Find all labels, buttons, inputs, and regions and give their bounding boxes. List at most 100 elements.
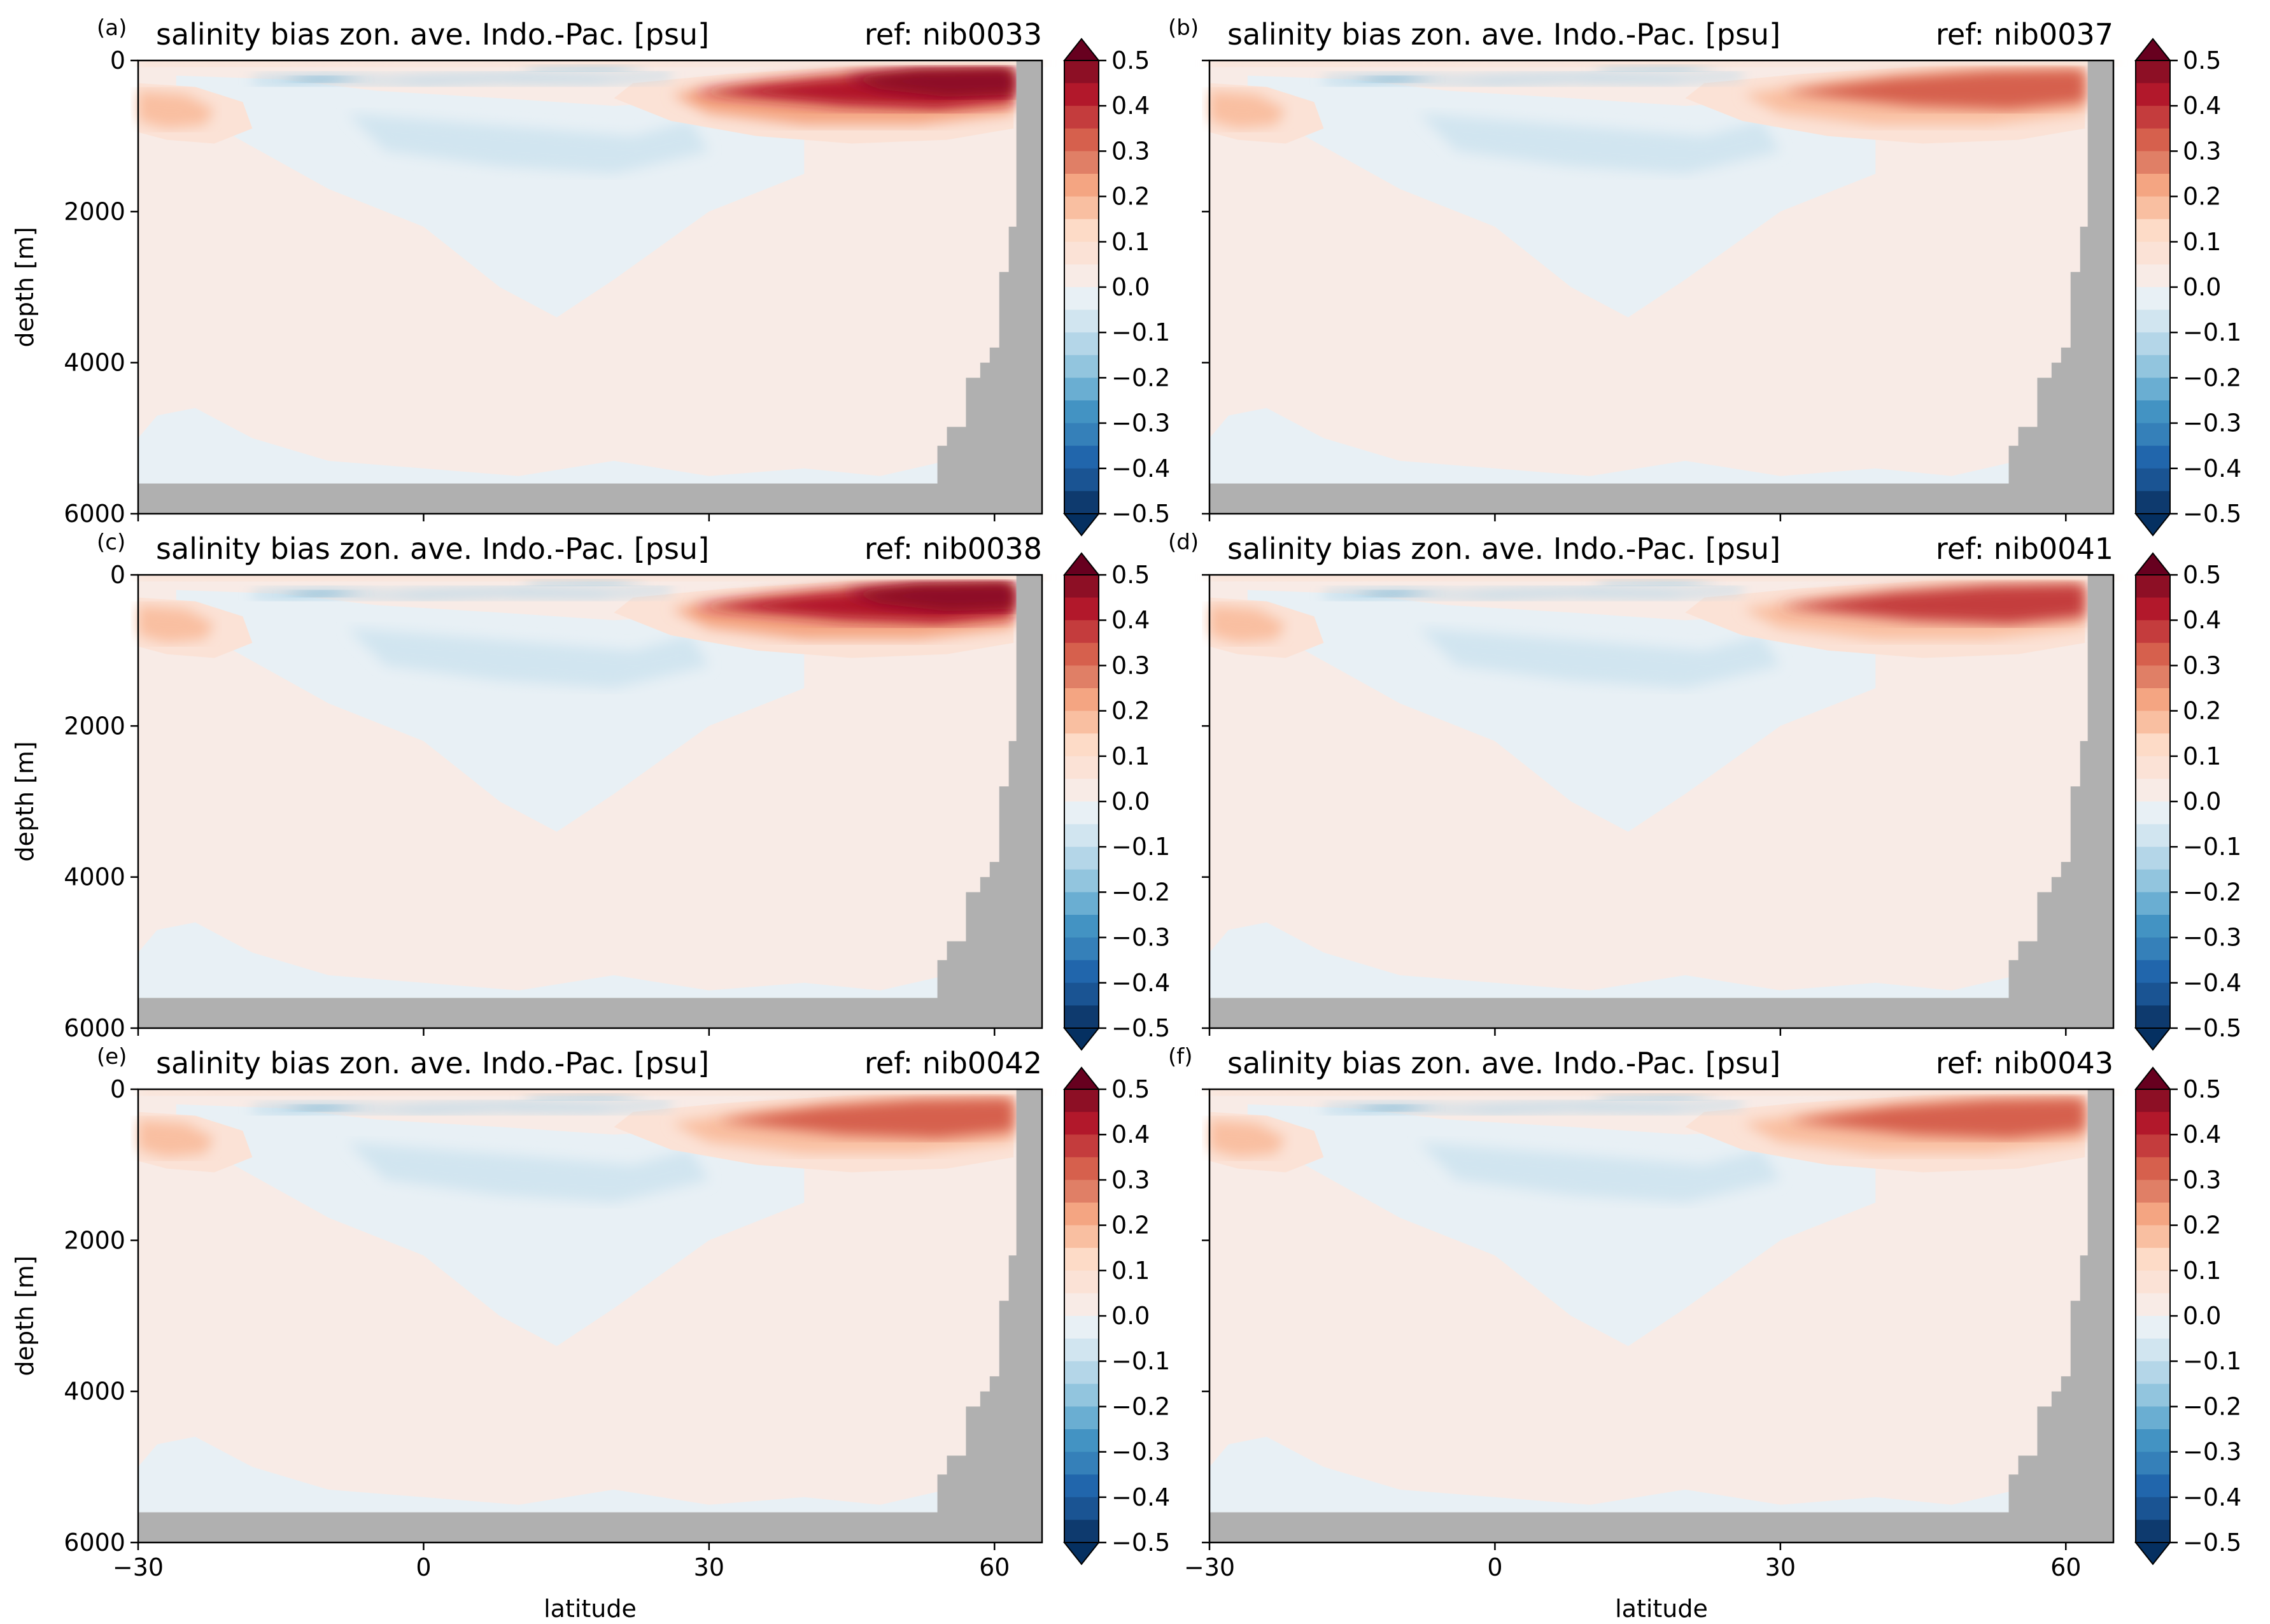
colorbar-tick-label: 0.2 [2183, 1211, 2221, 1239]
colorbar-segment [2136, 1005, 2170, 1029]
colorbar-tick-label: 0.5 [1111, 46, 1150, 74]
colorbar-segment [2136, 620, 2170, 644]
colorbar-segment [1064, 688, 1099, 712]
land-mask [138, 1089, 1042, 1543]
colorbar-segment [1064, 1406, 1099, 1430]
colorbar-tick-label: 0.1 [2183, 1257, 2221, 1285]
colorbar-segment [1064, 1005, 1099, 1029]
negative-core [1418, 113, 1780, 174]
x-axis-label-left: latitude [544, 1595, 637, 1623]
equatorial-surface-negative [1590, 1094, 1724, 1100]
colorbar-segment [1064, 1520, 1099, 1543]
colorbar-segment [2136, 1406, 2170, 1430]
colorbar-segment [1064, 1134, 1099, 1158]
colorbar-extend-max [1062, 1066, 1101, 1090]
colorbar-segment [1064, 468, 1099, 491]
deep-negative-patch [1209, 407, 2019, 484]
colorbar-segment [1064, 355, 1099, 378]
colorbar-segment [2136, 1497, 2170, 1520]
salinity-field [138, 575, 1042, 998]
colorbar-tick-label: −0.2 [2183, 1392, 2241, 1420]
colorbar-tick-label: 0.4 [2183, 1120, 2221, 1148]
colorbar-segment [2136, 378, 2170, 401]
colorbar-segment [1064, 1203, 1099, 1226]
colorbar-tick-label: 0.3 [1111, 651, 1150, 679]
panel-ref: ref: nib0042 [864, 1046, 1042, 1080]
colorbar-segment [2136, 264, 2170, 288]
surface-negative-band [252, 73, 672, 86]
x-tick-label: −30 [113, 1553, 164, 1581]
colorbar-segment [2136, 779, 2170, 802]
colorbar-segment [1064, 128, 1099, 152]
y-tick-label: 0 [110, 561, 125, 589]
colorbar-segment [2136, 1316, 2170, 1339]
surface-negative-core [1352, 1105, 1438, 1112]
colorbar-segment [1064, 241, 1099, 265]
colorbar-segment [2136, 491, 2170, 514]
colorbar-segment [2136, 642, 2170, 666]
colorbar-segment [2136, 665, 2170, 689]
x-tick-label: 60 [979, 1553, 1010, 1581]
deep-negative-patch [138, 407, 947, 484]
colorbar-tick-label: −0.1 [2183, 833, 2241, 861]
equatorial-surface-negative [518, 1094, 652, 1100]
colorbar-extend-min [2134, 1027, 2172, 1051]
colorbar-segment [2136, 1089, 2170, 1113]
colorbar-segment [2136, 219, 2170, 243]
y-axis-label: depth [m] [11, 1255, 39, 1376]
colorbar-segment [1064, 710, 1099, 734]
colorbar-segment [1064, 174, 1099, 197]
colorbar-extend-max [2134, 552, 2172, 575]
colorbar-segment [2136, 1474, 2170, 1498]
colorbar-segment [1064, 1383, 1099, 1407]
colorbar-segment [1064, 1361, 1099, 1385]
colorbar-segment [2136, 309, 2170, 333]
colorbar-tick-label: −0.5 [1111, 500, 1170, 528]
colorbar-segment [2136, 982, 2170, 1006]
panel-6: −30 0 30 60 (f) salinity bias zon. ave. Indo.… [1168, 1044, 2241, 1581]
colorbar-extend-max [1062, 38, 1101, 61]
land-mask [138, 575, 1042, 1028]
colorbar: 0.5 0.4 0.3 0.2 0.1 0.0 −0.1 −0.2 −0.3 −0.4 −0.5 [1062, 1066, 1170, 1565]
colorbar-segment [1064, 1316, 1099, 1339]
panel-letter: (b) [1168, 15, 1199, 41]
colorbar-segment [2136, 756, 2170, 779]
salinity-field [1209, 1089, 2113, 1513]
y-tick-label: 0 [110, 1075, 125, 1103]
equatorial-surface-negative [1590, 65, 1724, 71]
surface-negative-core [281, 1105, 367, 1112]
surface-negative-core [281, 76, 367, 83]
colorbar: 0.5 0.4 0.3 0.2 0.1 0.0 −0.1 −0.2 −0.3 −0.4 −0.5 [1062, 38, 1170, 537]
colorbar-segment [2136, 1180, 2170, 1203]
colorbar-segment [1064, 400, 1099, 424]
surface-negative-band [1323, 587, 1743, 600]
panel-ref: ref: nib0043 [1936, 1046, 2113, 1080]
colorbar-tick-label: 0.2 [2183, 697, 2221, 725]
panel-title: salinity bias zon. ave. Indo.-Pac. [psu] [1227, 17, 1780, 52]
colorbar-segment [2136, 287, 2170, 311]
surface-negative-core [1352, 76, 1438, 83]
colorbar-tick-label: 0.3 [2183, 137, 2221, 165]
x-tick-label: 0 [1487, 1553, 1502, 1581]
plot-frame [1208, 1088, 2115, 1544]
colorbar-segment [1064, 779, 1099, 802]
colorbar-segment [2136, 83, 2170, 106]
y-tick-label: 2000 [64, 712, 125, 740]
colorbar-segment [2136, 733, 2170, 757]
panel-letter: (d) [1168, 530, 1199, 555]
colorbar-tick-label: 0.3 [2183, 651, 2221, 679]
plot-frame [137, 59, 1043, 515]
colorbar-segment [1064, 491, 1099, 514]
land-mask [1209, 60, 2113, 514]
colorbar-segment [2136, 710, 2170, 734]
surface-negative-core [281, 590, 367, 597]
salinity-field [138, 60, 1042, 484]
surface-positive-skin [138, 60, 1042, 67]
negative-core [347, 113, 709, 174]
colorbar-segment [1064, 106, 1099, 129]
colorbar-segment [2136, 106, 2170, 129]
colorbar-segment [1064, 756, 1099, 779]
y-tick-label: 6000 [64, 500, 125, 528]
colorbar-segment [2136, 597, 2170, 621]
surface-positive-skin [1209, 60, 2113, 67]
